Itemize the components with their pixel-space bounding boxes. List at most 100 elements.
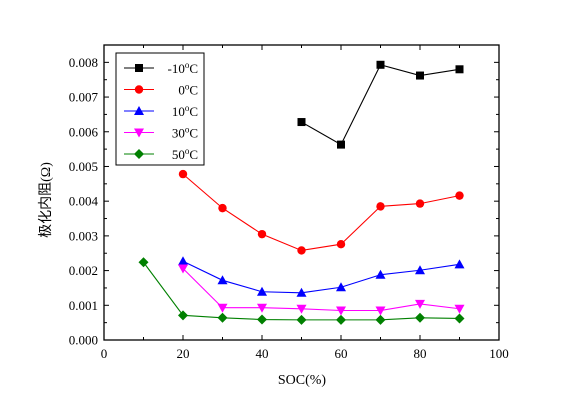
- legend-label: 10oC: [172, 103, 198, 119]
- data-point: [178, 256, 188, 266]
- data-point: [415, 312, 425, 323]
- legend-entry: 30oC: [124, 125, 198, 141]
- data-point: [337, 140, 345, 149]
- data-point: [297, 118, 306, 127]
- data-point: [376, 202, 385, 211]
- legend-label: -10oC: [167, 60, 198, 76]
- series-line: [182, 268, 460, 312]
- degree-sign: o: [185, 146, 190, 156]
- data-point: [454, 304, 465, 314]
- legend-entry: 50oC: [124, 146, 198, 162]
- data-point: [415, 199, 425, 208]
- data-point: [257, 314, 267, 325]
- legend-marker: [134, 85, 144, 94]
- x-axis-label: SOC(%): [278, 373, 327, 388]
- data-point: [376, 60, 385, 69]
- data-point: [415, 265, 425, 275]
- y-tick-label: 0.006: [69, 124, 99, 139]
- series-line: [182, 173, 460, 252]
- legend-value: 30: [172, 126, 185, 141]
- data-point: [375, 269, 386, 279]
- data-point: [455, 65, 464, 74]
- data-point: [415, 299, 425, 309]
- series-line: [301, 64, 460, 146]
- legend-label: 50oC: [172, 146, 198, 162]
- data-point: [257, 229, 267, 239]
- x-tick-label: 40: [256, 346, 269, 361]
- y-tick-label: 0.007: [69, 90, 99, 105]
- legend-entry: 10oC: [124, 103, 198, 119]
- y-tick-label: 0.002: [69, 263, 98, 278]
- y-tick-label: 0.003: [69, 228, 98, 243]
- series-1: [297, 60, 464, 149]
- celsius-unit: C: [189, 61, 198, 76]
- series-4: [178, 264, 465, 316]
- data-point: [455, 191, 464, 200]
- data-point: [257, 303, 267, 313]
- y-tick-label: 0.000: [69, 333, 98, 348]
- celsius-unit: C: [189, 104, 198, 119]
- data-point: [336, 282, 346, 292]
- legend-value: 50: [172, 147, 185, 162]
- x-tick-label: 60: [335, 346, 348, 361]
- data-point: [297, 246, 306, 255]
- degree-sign: o: [185, 82, 190, 92]
- series-2: [178, 169, 464, 255]
- data-point: [217, 275, 228, 285]
- y-tick-label: 0.004: [69, 194, 99, 209]
- data-point: [336, 240, 346, 249]
- y-axis-label: 极化内阻(Ω): [38, 162, 54, 238]
- degree-sign: o: [185, 60, 190, 70]
- celsius-unit: C: [189, 147, 198, 162]
- celsius-unit: C: [189, 83, 198, 98]
- x-tick-label: 0: [101, 346, 108, 361]
- data-point: [296, 287, 307, 297]
- data-point: [296, 304, 307, 314]
- data-point: [454, 259, 465, 269]
- y-tick-label: 0.008: [69, 55, 98, 70]
- legend-entry: -10oC: [124, 60, 198, 76]
- degree-sign: o: [185, 103, 190, 113]
- data-point: [217, 312, 228, 323]
- legend-value: -10: [167, 61, 184, 76]
- data-point: [178, 169, 188, 179]
- series-5: [138, 257, 465, 325]
- legend-value: 0: [178, 83, 185, 98]
- celsius-unit: C: [189, 126, 198, 141]
- y-tick-label: 0.001: [69, 298, 98, 313]
- degree-sign: o: [185, 125, 190, 135]
- legend-marker: [134, 106, 144, 115]
- data-point: [178, 310, 188, 321]
- legend-label: 30oC: [172, 125, 198, 141]
- data-point: [336, 306, 346, 316]
- x-tick-label: 80: [414, 346, 427, 361]
- data-point: [217, 303, 228, 313]
- data-point: [257, 286, 267, 296]
- data-point: [178, 264, 188, 274]
- x-tick-label: 20: [177, 346, 190, 361]
- plot-area: [138, 60, 465, 325]
- data-point: [454, 313, 465, 324]
- legend-marker: [134, 149, 144, 159]
- legend-label: 0oC: [178, 82, 198, 98]
- data-point: [375, 314, 386, 325]
- axes: 0 20 40 60 80 1000.0000.0010.0020.0030.0040.0…: [69, 44, 509, 361]
- data-point: [416, 71, 424, 80]
- legend-box: [115, 52, 205, 166]
- data-point: [138, 257, 149, 268]
- series-line: [182, 260, 460, 294]
- x-tick-label: 100: [489, 346, 509, 361]
- legend-marker: [135, 64, 143, 72]
- data-point: [336, 314, 346, 325]
- data-point: [375, 306, 386, 316]
- series-3: [178, 256, 465, 297]
- data-point: [218, 203, 227, 213]
- data-point: [296, 314, 307, 325]
- legend-value: 10: [172, 104, 185, 119]
- legend-marker: [134, 128, 144, 138]
- y-tick-label: 0.005: [69, 159, 98, 174]
- legend-entry: 0oC: [124, 82, 198, 98]
